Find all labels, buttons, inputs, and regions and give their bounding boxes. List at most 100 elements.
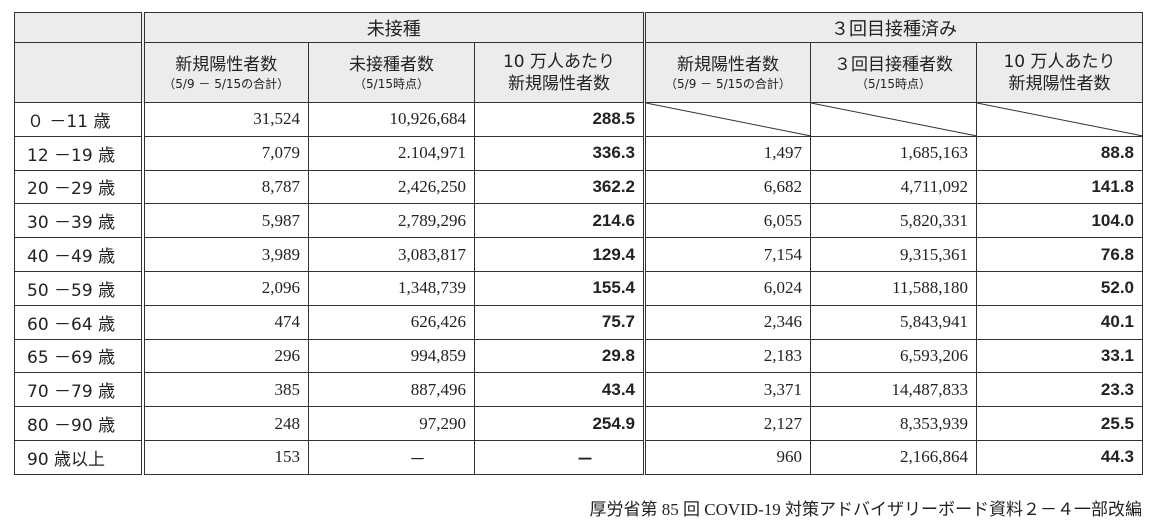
diagonal-slash bbox=[977, 103, 1142, 136]
cell-age-group: 65 －69 歳 bbox=[14, 338, 143, 374]
col-header-label: 10 万人あたり bbox=[502, 51, 616, 72]
cell-unvaccinated-count: 626,426 bbox=[308, 304, 475, 340]
cell-unvaccinated-rate: － bbox=[474, 439, 645, 475]
cell-boosted-rate: 52.0 bbox=[976, 270, 1143, 306]
cell-boosted-count: 1,685,163 bbox=[810, 135, 977, 171]
cell-boosted-count: 8,353,939 bbox=[810, 406, 977, 441]
cell-boosted-count: 5,843,941 bbox=[810, 304, 977, 340]
cell-unvaccinated-rate: 43.4 bbox=[474, 372, 645, 408]
cell-age-group: 20 －29 歳 bbox=[14, 169, 143, 205]
cell-unvaccinated-count: 887,496 bbox=[308, 372, 475, 408]
cell-unvaccinated-count: 3,083,817 bbox=[308, 237, 475, 272]
cell-unvaccinated-new-cases: 296 bbox=[140, 338, 309, 374]
table-row: 80 －90 歳 248 97,290 254.9 2,127 8,353,939 25.5 bbox=[14, 406, 1143, 441]
cell-unvaccinated-rate: 75.7 bbox=[474, 304, 645, 340]
cell-unvaccinated-rate: 288.5 bbox=[474, 102, 645, 137]
cell-unvaccinated-rate: 254.9 bbox=[474, 406, 645, 441]
cell-unvaccinated-rate: 336.3 bbox=[474, 135, 645, 171]
cell-boosted-new-cases: 7,154 bbox=[643, 237, 811, 272]
cell-unvaccinated-new-cases: 2,096 bbox=[140, 270, 309, 306]
cell-unvaccinated-new-cases: 7,079 bbox=[140, 135, 309, 171]
cell-boosted-count: 9,315,361 bbox=[810, 237, 977, 272]
cell-boosted-new-cases: 2,127 bbox=[643, 406, 811, 441]
cell-age-group: 80 －90 歳 bbox=[14, 406, 143, 441]
cell-unvaccinated-new-cases: 474 bbox=[140, 304, 309, 340]
cell-unvaccinated-count: 2,789,296 bbox=[308, 203, 475, 239]
cell-boosted-rate: 88.8 bbox=[976, 135, 1143, 171]
cell-age-group: 90 歳以上 bbox=[14, 439, 143, 475]
diagonal-slash bbox=[646, 103, 810, 136]
table-row: 50 －59 歳 2,096 1,348,739 155.4 6,024 11,588,1… bbox=[14, 270, 1143, 306]
cell-unvaccinated-count: 97,290 bbox=[308, 406, 475, 441]
cell-unvaccinated-new-cases: 385 bbox=[140, 372, 309, 408]
source-note: 厚労省第 85 回 COVID-19 対策アドバイザリーボード資料２－４一部改編 bbox=[589, 500, 1143, 519]
col-header-u-rate: 10 万人あたり 新規陽性者数 bbox=[474, 42, 645, 103]
table-row: 40 －49 歳 3,989 3,083,817 129.4 7,154 9,315,36… bbox=[14, 237, 1143, 272]
cell-boosted-rate: 104.0 bbox=[976, 203, 1143, 239]
cell-boosted-rate: 33.1 bbox=[976, 338, 1143, 374]
cell-boosted-new-cases: 2,346 bbox=[643, 304, 811, 340]
cell-age-group: 60 －64 歳 bbox=[14, 304, 143, 340]
cell-unvaccinated-new-cases: 8,787 bbox=[140, 169, 309, 205]
cell-age-group: 40 －49 歳 bbox=[14, 237, 143, 272]
col-header-sublabel: （5/9 － 5/15の合計） bbox=[665, 76, 791, 91]
col-header-label: 未接種者数 bbox=[349, 54, 434, 75]
cell-boosted-rate: 141.8 bbox=[976, 169, 1143, 205]
cell-boosted-count bbox=[810, 102, 977, 137]
cell-boosted-new-cases: 6,024 bbox=[643, 270, 811, 306]
col-header-label: 10 万人あたり bbox=[1003, 51, 1116, 72]
cell-unvaccinated-rate: 129.4 bbox=[474, 237, 645, 272]
cell-age-group: 30 －39 歳 bbox=[14, 203, 143, 239]
cell-boosted-new-cases: 960 bbox=[643, 439, 811, 475]
table-row: 90 歳以上 153 －－ 960 2,166,864 44.3 bbox=[14, 439, 1143, 475]
table-row: 70 －79 歳 385 887,496 43.4 3,371 14,487,833 23.… bbox=[14, 372, 1143, 408]
cell-age-group: 12 －19 歳 bbox=[14, 135, 143, 171]
col-header-label-2: 新規陽性者数 bbox=[1008, 73, 1111, 94]
cell-boosted-count: 6,593,206 bbox=[810, 338, 977, 374]
col-header-label-2: 新規陽性者数 bbox=[508, 73, 610, 94]
cell-boosted-new-cases: 6,682 bbox=[643, 169, 811, 205]
cell-boosted-new-cases: 3,371 bbox=[643, 372, 811, 408]
cell-unvaccinated-rate: 214.6 bbox=[474, 203, 645, 239]
table-row: 12 －19 歳 7,079 2.104,971 336.3 1,497 1,685,16… bbox=[14, 135, 1143, 171]
vaccination-table-container: 未接種 ３回目接種済み 新規陽性者数 （5/9 － 5/15の合計） 未接種者数… bbox=[14, 12, 1143, 475]
cell-boosted-count: 14,487,833 bbox=[810, 372, 977, 408]
table-body: ０ －11 歳 31,524 10,926,684 288.5 12 －19 歳 7,07… bbox=[14, 102, 1143, 475]
cell-unvaccinated-new-cases: 248 bbox=[140, 406, 309, 441]
cell-unvaccinated-new-cases: 3,989 bbox=[140, 237, 309, 272]
cell-boosted-new-cases: 2,183 bbox=[643, 338, 811, 374]
cell-unvaccinated-rate: 29.8 bbox=[474, 338, 645, 374]
col-header-u-new: 新規陽性者数 （5/9 － 5/15の合計） bbox=[140, 42, 309, 103]
col-header-b-new: 新規陽性者数 （5/9 － 5/15の合計） bbox=[643, 42, 811, 103]
cell-unvaccinated-new-cases: 31,524 bbox=[140, 102, 309, 137]
col-header-label: 新規陽性者数 bbox=[677, 54, 779, 75]
cell-boosted-rate: 40.1 bbox=[976, 304, 1143, 340]
cell-boosted-count: 11,588,180 bbox=[810, 270, 977, 306]
col-header-u-count: 未接種者数 （5/15時点） bbox=[308, 42, 475, 103]
cell-unvaccinated-rate: 155.4 bbox=[474, 270, 645, 306]
cell-boosted-count: 2,166,864 bbox=[810, 439, 977, 475]
table-row: 30 －39 歳 5,987 2,789,296 214.6 6,055 5,820,33… bbox=[14, 203, 1143, 239]
cell-boosted-count: 5,820,331 bbox=[810, 203, 977, 239]
group-header-boosted: ３回目接種済み bbox=[643, 12, 1143, 43]
table-row: 65 －69 歳 296 994,859 29.8 2,183 6,593,206 33.1 bbox=[14, 338, 1143, 374]
cell-unvaccinated-count: 1,348,739 bbox=[308, 270, 475, 306]
vaccination-table: 未接種 ３回目接種済み 新規陽性者数 （5/9 － 5/15の合計） 未接種者数… bbox=[14, 12, 1143, 475]
col-header-label: ３回目接種者数 bbox=[834, 54, 953, 75]
col-header-sublabel: （5/9 － 5/15の合計） bbox=[163, 76, 290, 91]
table-row: ０ －11 歳 31,524 10,926,684 288.5 bbox=[14, 102, 1143, 137]
cell-boosted-rate: 76.8 bbox=[976, 237, 1143, 272]
cell-boosted-count: 4,711,092 bbox=[810, 169, 977, 205]
cell-boosted-new-cases bbox=[643, 102, 811, 137]
cell-unvaccinated-rate: 362.2 bbox=[474, 169, 645, 205]
col-header-b-rate: 10 万人あたり 新規陽性者数 bbox=[976, 42, 1143, 103]
cell-age-group: ０ －11 歳 bbox=[14, 102, 143, 137]
column-header-row: 新規陽性者数 （5/9 － 5/15の合計） 未接種者数 （5/15時点） 10… bbox=[14, 42, 1143, 103]
corner-cell-2 bbox=[14, 42, 143, 103]
group-header-unvaccinated: 未接種 bbox=[140, 12, 645, 43]
cell-unvaccinated-count: － bbox=[308, 439, 475, 475]
cell-unvaccinated-new-cases: 153 bbox=[140, 439, 309, 475]
cell-age-group: 50 －59 歳 bbox=[14, 270, 143, 306]
group-header-row: 未接種 ３回目接種済み bbox=[14, 12, 1143, 43]
cell-boosted-rate: 25.5 bbox=[976, 406, 1143, 441]
